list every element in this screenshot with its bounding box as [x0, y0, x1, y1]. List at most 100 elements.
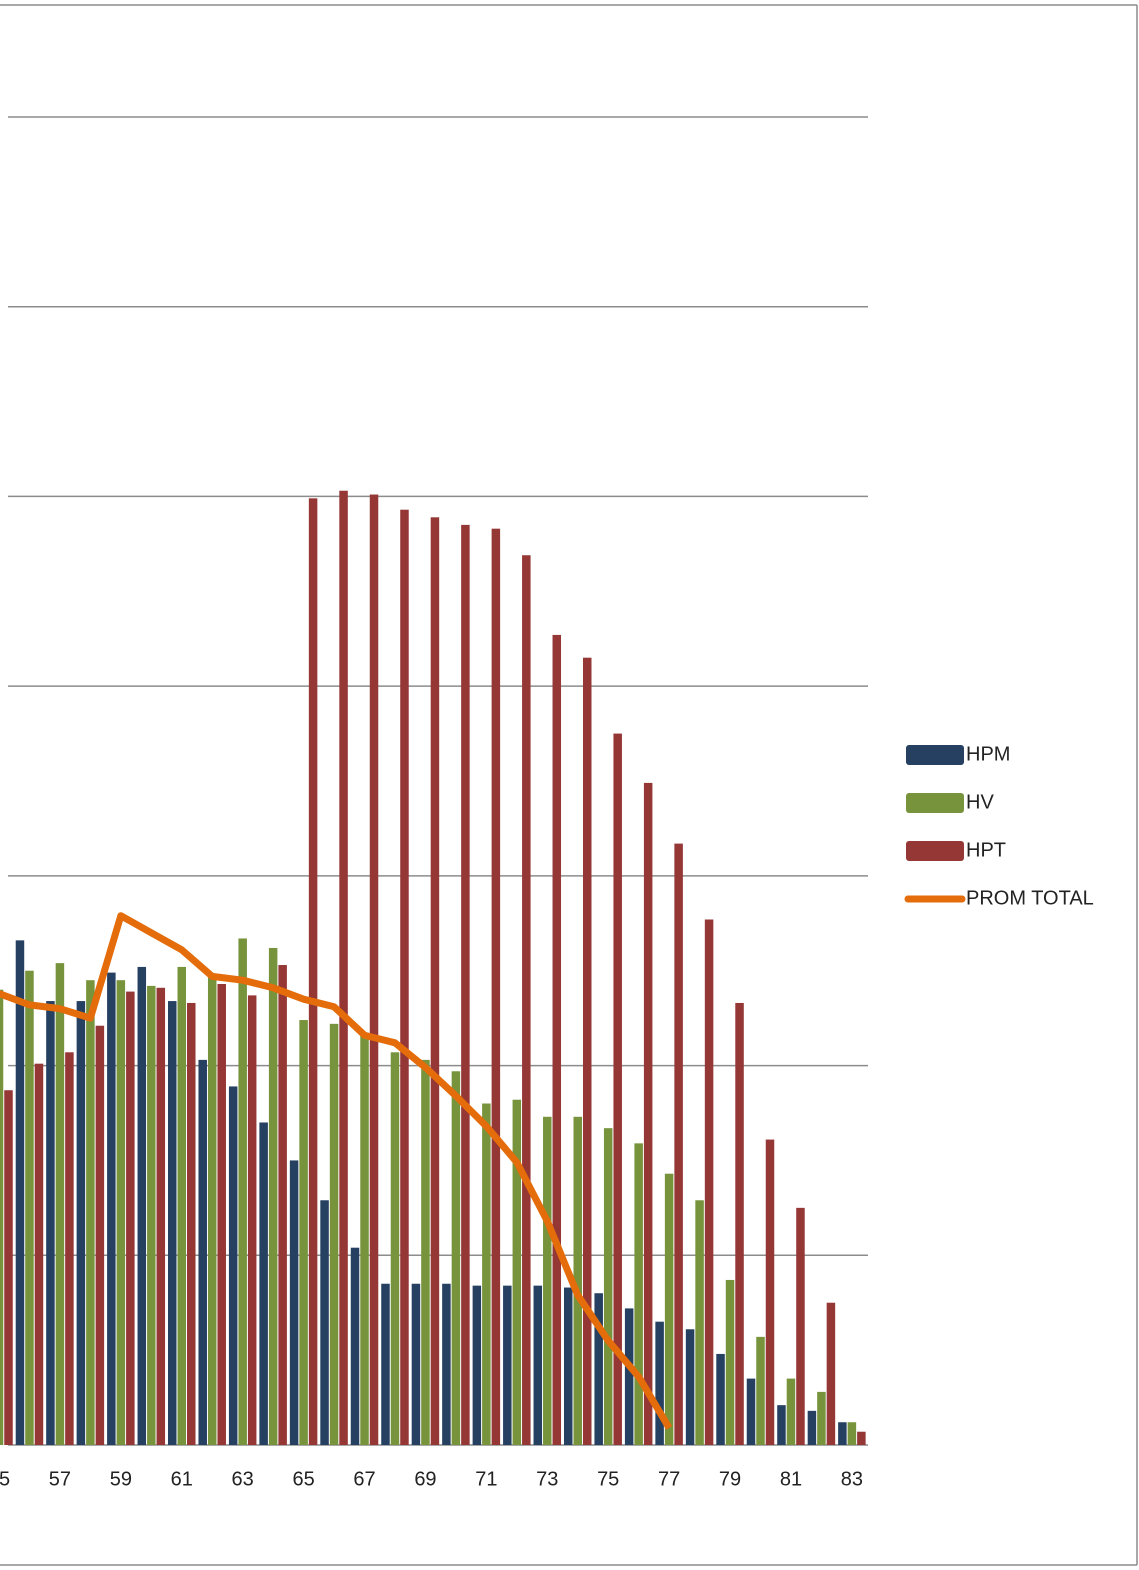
bar — [147, 985, 156, 1445]
x-tick-label: 75 — [597, 1468, 619, 1490]
bar — [4, 1090, 13, 1445]
x-tick-label: 57 — [49, 1468, 71, 1490]
bar — [685, 1329, 695, 1445]
bar — [857, 1431, 866, 1445]
x-tick-label: 69 — [414, 1468, 436, 1490]
bar — [430, 517, 440, 1445]
bar — [369, 494, 379, 1445]
bar — [381, 1283, 390, 1445]
bar — [137, 966, 147, 1445]
bar — [339, 490, 348, 1445]
x-tick-label: 61 — [171, 1468, 193, 1490]
x-tick-label: 65 — [292, 1468, 314, 1490]
bar — [107, 972, 116, 1445]
x-tick-label: 63 — [232, 1468, 254, 1490]
bar — [126, 991, 135, 1445]
bar — [95, 1025, 105, 1445]
bar — [664, 1173, 674, 1445]
bar — [55, 963, 65, 1445]
bar — [86, 980, 95, 1445]
legend-label: PROM TOTAL — [966, 887, 1094, 909]
bar — [847, 1422, 857, 1445]
legend-swatch — [906, 793, 964, 813]
x-tick-label: 73 — [536, 1468, 558, 1490]
bar — [451, 1071, 461, 1445]
x-tick-label: 83 — [841, 1468, 863, 1490]
bar — [735, 1002, 744, 1445]
legend-label: HPT — [966, 839, 1006, 861]
bar — [573, 1116, 582, 1445]
bar — [168, 1001, 177, 1445]
x-tick-label: 59 — [110, 1468, 132, 1490]
bar — [765, 1139, 775, 1445]
bar — [25, 970, 34, 1445]
bar — [461, 524, 470, 1445]
x-tick-label: 55 — [0, 1468, 10, 1490]
bar — [472, 1285, 482, 1445]
bar — [299, 1020, 308, 1445]
bar — [838, 1422, 847, 1445]
bar — [350, 1247, 360, 1445]
bar — [695, 1200, 704, 1445]
bar — [400, 509, 409, 1445]
bar — [786, 1378, 796, 1445]
bar — [46, 1001, 55, 1445]
bar — [582, 657, 592, 1445]
bar — [543, 1116, 552, 1445]
bar — [76, 1001, 86, 1445]
legend-label: HV — [966, 791, 994, 813]
bar — [360, 1035, 369, 1445]
bar — [268, 947, 278, 1445]
bar — [533, 1285, 543, 1445]
bar — [716, 1353, 725, 1445]
bar — [278, 965, 287, 1445]
legend-swatch — [906, 745, 964, 765]
bar — [187, 1002, 196, 1445]
bar — [563, 1287, 573, 1445]
bar — [390, 1052, 400, 1445]
bar — [503, 1285, 512, 1445]
x-tick-label: 67 — [353, 1468, 375, 1490]
bar — [603, 1128, 613, 1445]
x-tick-label: 77 — [658, 1468, 680, 1490]
bar — [777, 1405, 786, 1445]
bar — [522, 555, 531, 1445]
bar — [217, 983, 226, 1445]
bar — [421, 1059, 430, 1445]
bar — [756, 1336, 765, 1445]
bar — [259, 1122, 268, 1445]
bar — [817, 1391, 826, 1445]
bar — [329, 1023, 339, 1445]
bar — [482, 1103, 491, 1445]
bar — [512, 1099, 522, 1445]
bar — [65, 1052, 74, 1445]
bar — [807, 1410, 817, 1445]
bar — [674, 843, 683, 1445]
bar — [156, 987, 166, 1445]
bar — [308, 498, 318, 1446]
bar — [624, 1308, 634, 1445]
legend-swatch — [906, 841, 964, 861]
bar — [238, 938, 247, 1445]
bar — [746, 1378, 756, 1445]
bar — [552, 634, 562, 1445]
bar — [228, 1086, 238, 1445]
bar — [411, 1283, 421, 1445]
bar — [643, 782, 653, 1445]
bar — [177, 966, 187, 1445]
bar — [198, 1059, 207, 1445]
x-tick-label: 71 — [475, 1468, 497, 1490]
bar — [442, 1283, 451, 1445]
bar — [826, 1302, 836, 1445]
bar — [594, 1293, 603, 1445]
bar — [247, 995, 257, 1445]
bar — [796, 1207, 805, 1445]
bar — [634, 1143, 643, 1445]
bar — [15, 940, 25, 1445]
bar — [725, 1279, 735, 1445]
bar — [116, 980, 126, 1445]
bar — [207, 976, 217, 1445]
bar — [704, 919, 714, 1445]
bar — [613, 733, 622, 1445]
